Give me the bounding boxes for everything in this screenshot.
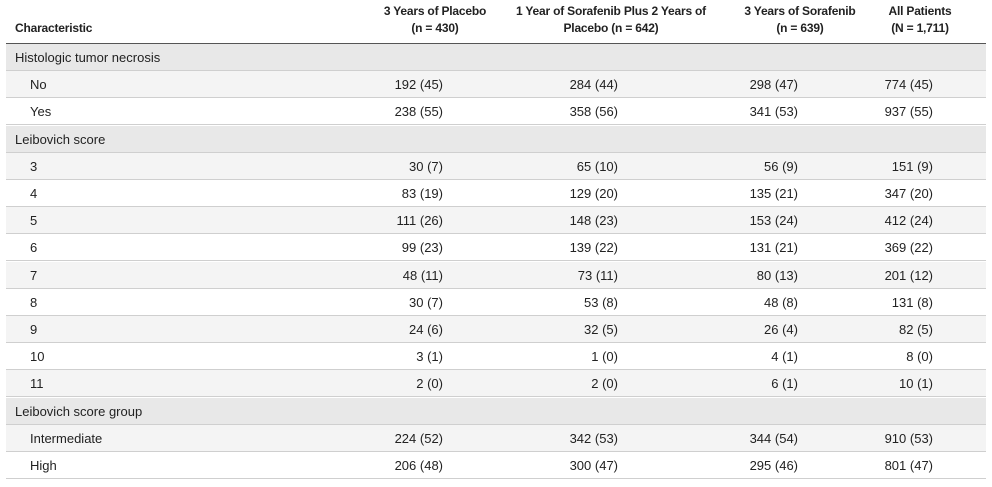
header-label: Characteristic — [15, 21, 93, 35]
row-label: 7 — [30, 267, 38, 283]
row-label: 3 — [30, 158, 38, 174]
value-cell: 910 (53) — [884, 430, 933, 446]
value-cell: 1 (0) — [591, 349, 618, 365]
value-cell: 937 (55) — [884, 104, 933, 120]
header-label: (N = 1,711) — [891, 21, 949, 35]
value-cell: 344 (54) — [749, 430, 798, 446]
row-label: 11 — [30, 376, 44, 392]
value-cell: 10 (1) — [899, 376, 933, 392]
row-label: High — [30, 458, 57, 473]
data-row — [6, 180, 986, 207]
data-row — [6, 71, 986, 99]
section-label: Histologic tumor necrosis — [15, 50, 161, 65]
value-cell: 298 (47) — [749, 77, 798, 93]
data-row — [6, 370, 986, 398]
value-cell: 80 (13) — [756, 267, 798, 283]
value-cell: 201 (12) — [884, 267, 933, 283]
section-row — [6, 125, 986, 153]
value-cell: 153 (24) — [749, 213, 798, 229]
value-cell: 347 (20) — [884, 186, 933, 201]
value-cell: 82 (5) — [899, 322, 933, 337]
header-label: Placebo (n = 642) — [563, 21, 659, 35]
value-cell: 300 (47) — [569, 458, 618, 473]
header-label: 1 Year of Sorafenib Plus 2 Years of — [516, 4, 706, 18]
value-cell: 139 (22) — [569, 240, 618, 256]
row-label: 5 — [30, 213, 38, 229]
section-row — [6, 397, 986, 425]
row-label: 10 — [30, 349, 45, 365]
value-cell: 206 (48) — [394, 458, 443, 473]
value-cell: 8 (0) — [906, 349, 933, 365]
data-row — [6, 98, 986, 126]
value-cell: 801 (47) — [884, 458, 933, 473]
row-label: Intermediate — [30, 430, 103, 446]
value-cell: 2 (0) — [416, 376, 443, 392]
value-cell: 192 (45) — [394, 77, 443, 93]
header-label: 3 Years of Sorafenib — [744, 4, 856, 18]
value-cell: 83 (19) — [401, 186, 443, 201]
value-cell: 341 (53) — [749, 104, 798, 120]
section-row — [6, 44, 986, 71]
value-cell: 30 (7) — [409, 294, 443, 310]
header-rule — [6, 43, 986, 44]
data-row — [6, 424, 986, 452]
data-row — [6, 343, 986, 371]
header-label: 3 Years of Placebo — [383, 4, 487, 18]
data-row — [6, 152, 986, 180]
value-cell: 2 (0) — [591, 376, 618, 392]
value-cell: 238 (55) — [394, 104, 443, 120]
value-cell: 111 (26) — [396, 213, 444, 229]
value-cell: 48 (8) — [764, 294, 798, 310]
value-cell: 48 (11) — [402, 267, 443, 283]
value-cell: 129 (20) — [569, 186, 618, 201]
value-cell: 3 (1) — [416, 349, 443, 365]
value-cell: 4 (1) — [771, 349, 798, 365]
value-cell: 65 (10) — [576, 158, 618, 174]
value-cell: 151 (9) — [891, 158, 933, 174]
value-cell: 24 (6) — [409, 322, 443, 337]
value-cell: 774 (45) — [884, 77, 933, 93]
value-cell: 32 (5) — [584, 322, 618, 337]
value-cell: 295 (46) — [749, 458, 798, 473]
data-row — [6, 207, 986, 235]
data-row — [6, 288, 986, 316]
section-label: Leibovich score group — [15, 403, 143, 419]
value-cell: 53 (8) — [584, 294, 618, 310]
value-cell: 135 (21) — [749, 186, 798, 201]
value-cell: 358 (56) — [569, 104, 618, 120]
value-cell: 369 (22) — [884, 240, 933, 256]
row-label: 8 — [30, 294, 38, 310]
header-label: All Patients — [888, 4, 952, 18]
section-label: Leibovich score — [15, 131, 106, 147]
row-label: 4 — [30, 186, 38, 201]
value-cell: 284 (44) — [569, 77, 618, 93]
row-label: 6 — [30, 240, 38, 256]
value-cell: 342 (53) — [569, 430, 618, 446]
row-label: No — [30, 77, 47, 93]
value-cell: 56 (9) — [764, 158, 798, 174]
value-cell: 6 (1) — [771, 376, 798, 392]
data-row — [6, 316, 986, 343]
value-cell: 131 (8) — [891, 294, 933, 310]
row-label: 9 — [30, 322, 38, 337]
value-cell: 99 (23) — [401, 240, 443, 256]
row-label: Yes — [30, 104, 52, 120]
header-label: (n = 639) — [776, 21, 824, 35]
value-cell: 412 (24) — [884, 213, 933, 229]
value-cell: 224 (52) — [394, 430, 443, 446]
value-cell: 131 (21) — [749, 240, 798, 256]
value-cell: 30 (7) — [409, 158, 443, 174]
header-label: (n = 430) — [411, 21, 459, 35]
value-cell: 26 (4) — [764, 322, 798, 337]
value-cell: 73 (11) — [577, 267, 618, 283]
data-row — [6, 452, 986, 479]
value-cell: 148 (23) — [569, 213, 618, 229]
data-row — [6, 234, 986, 262]
data-row — [6, 261, 986, 289]
